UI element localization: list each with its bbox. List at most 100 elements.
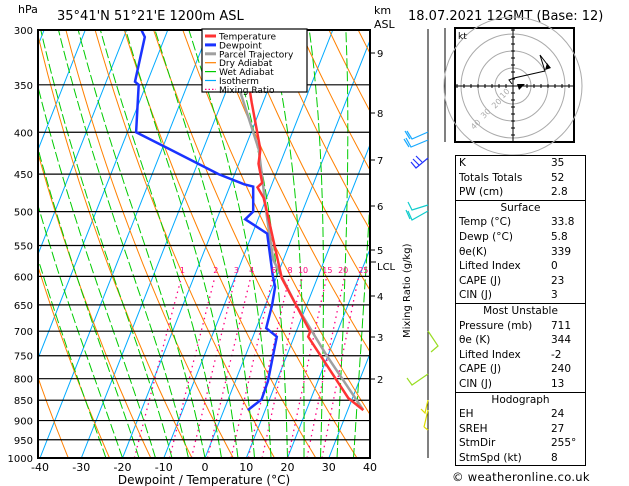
stat-label: Temp (°C) <box>459 216 512 229</box>
stat-value: 0 <box>551 260 558 273</box>
temperature-line <box>238 30 365 412</box>
wet-adiabat <box>188 30 272 458</box>
hodograph-section: Hodograph EH 24 SREH 27 StmDir 255° StmSpd (kt)… <box>456 391 585 466</box>
parcel-trajectory-line <box>222 34 365 411</box>
stats-table: K 35 Totals Totals 52 PW (cm) 2.8 Surface Temp… <box>455 155 586 467</box>
stat-label: CIN (J) <box>459 377 492 390</box>
location-title: 35°41'N 51°21'E 1200m ASL <box>57 9 245 24</box>
temperature-tick-label: -10 <box>155 461 173 474</box>
legend-label: Temperature <box>218 33 276 43</box>
wind-barb <box>406 373 429 386</box>
stat-row: PW (cm) 2.8 <box>456 185 585 200</box>
legend-label: Dry Adiabat <box>219 59 273 69</box>
mixing-ratio-label: 4 <box>249 266 254 275</box>
wind-barb <box>410 155 429 169</box>
dry-adiabat <box>270 30 370 231</box>
wet-adiabat <box>268 30 305 458</box>
pressure-tick-label: 700 <box>14 327 33 338</box>
wind-barb <box>427 330 439 353</box>
stat-value: 3 <box>551 289 558 302</box>
pressure-tick-label: 1000 <box>8 454 33 465</box>
isotherm <box>38 30 86 152</box>
copyright[interactable]: © weatheronline.co.uk <box>452 470 590 484</box>
stat-label: Dewp (°C) <box>459 230 513 243</box>
km-tick-label: 9 <box>377 49 383 60</box>
mixing-ratio-label: 8 <box>288 266 293 275</box>
dry-adiabat <box>38 376 69 458</box>
stat-row: Dewp (°C) 5.8 <box>456 230 585 245</box>
dry-adiabat <box>65 30 234 458</box>
profiles <box>133 30 365 412</box>
pressure-tick-label: 900 <box>14 417 33 428</box>
stat-value: 27 <box>551 422 565 435</box>
legend-label: Wet Adiabat <box>219 68 274 78</box>
mixing-ratio-label: 25 <box>358 266 368 275</box>
stat-row: Lifted Index -2 <box>456 348 585 363</box>
wind-barb <box>420 399 429 431</box>
stat-row: CAPE (J) 240 <box>456 362 585 377</box>
pressure-tick-label: 650 <box>14 301 33 312</box>
most-unstable-section: Most Unstable Pressure (mb) 711 θe (K) 344 Li… <box>456 302 585 392</box>
stat-label: Lifted Index <box>459 260 521 273</box>
dewpoint-line <box>133 30 279 412</box>
temperature-tick-label: -40 <box>31 461 49 474</box>
stat-label: CAPE (J) <box>459 363 502 376</box>
hodograph-unit-label: kt <box>458 32 467 42</box>
km-tick-label: 7 <box>377 156 383 167</box>
x-axis-title: Dewpoint / Temperature (°C) <box>118 473 290 486</box>
legend-label: Mixing Ratio <box>219 86 275 96</box>
pressure-tick-label: 600 <box>14 272 33 283</box>
stat-value: 2.8 <box>551 186 568 199</box>
stat-label: CIN (J) <box>459 289 492 302</box>
datetime-title: 18.07.2021 12GMT (Base: 12) <box>408 9 603 24</box>
stat-row: StmDir 255° <box>456 436 585 451</box>
stat-label: StmSpd (kt) <box>459 451 522 464</box>
stat-label: SREH <box>459 422 488 435</box>
stat-label: Pressure (mb) <box>459 319 533 332</box>
legend-label: Isotherm <box>219 77 259 87</box>
pressure-tick-label: 300 <box>14 26 33 37</box>
mixing-ratio-label: 6 <box>271 266 276 275</box>
pressure-tick-label: 500 <box>14 208 33 219</box>
temperature-tick-label: 10 <box>239 461 253 474</box>
section-title: Most Unstable <box>483 304 558 317</box>
stat-row: K 35 <box>456 156 585 171</box>
stat-value: 24 <box>551 408 565 421</box>
pressure-tick-label: 800 <box>14 375 33 386</box>
mixing-ratio-label: 2 <box>213 266 218 275</box>
dry-adiabat <box>240 30 370 292</box>
mixing-ratio-axis-label: Mixing Ratio (g/kg) <box>402 243 413 338</box>
stat-row: EH 24 <box>456 407 585 422</box>
isotherm <box>80 30 251 458</box>
legend-label: Parcel Trajectory <box>219 50 294 60</box>
dry-adiabat <box>592 30 629 458</box>
pressure-tick-label: 950 <box>14 436 33 447</box>
stat-value: 711 <box>551 319 572 332</box>
stat-value: 5.8 <box>551 230 568 243</box>
stat-row: Totals Totals 52 <box>456 171 585 186</box>
mixing-ratio-label: 20 <box>338 266 348 275</box>
stat-row: CIN (J) 3 <box>456 288 585 303</box>
stat-value: 52 <box>551 171 565 184</box>
km-tick-label: 3 <box>377 333 383 344</box>
km-label: km <box>374 4 391 17</box>
stat-label: θe(K) <box>459 245 487 258</box>
wind-barb <box>405 201 429 221</box>
hpa-label: hPa <box>18 3 38 16</box>
wet-adiabat <box>58 30 189 458</box>
stat-label: Totals Totals <box>459 171 523 184</box>
stat-row: Temp (°C) 33.8 <box>456 215 585 230</box>
stat-value: 33.8 <box>551 216 575 229</box>
stat-value: 339 <box>551 245 572 258</box>
storm-motion-arrow-icon <box>517 84 525 90</box>
legend-label: Dewpoint <box>219 41 262 51</box>
temperature-tick-label: 20 <box>281 461 295 474</box>
hodograph-arrow-icon <box>545 63 551 70</box>
stat-value: 344 <box>551 334 572 347</box>
stat-row: CAPE (J) 23 <box>456 274 585 289</box>
km-tick-label: 2 <box>377 375 383 386</box>
wind-barbs <box>403 29 439 458</box>
